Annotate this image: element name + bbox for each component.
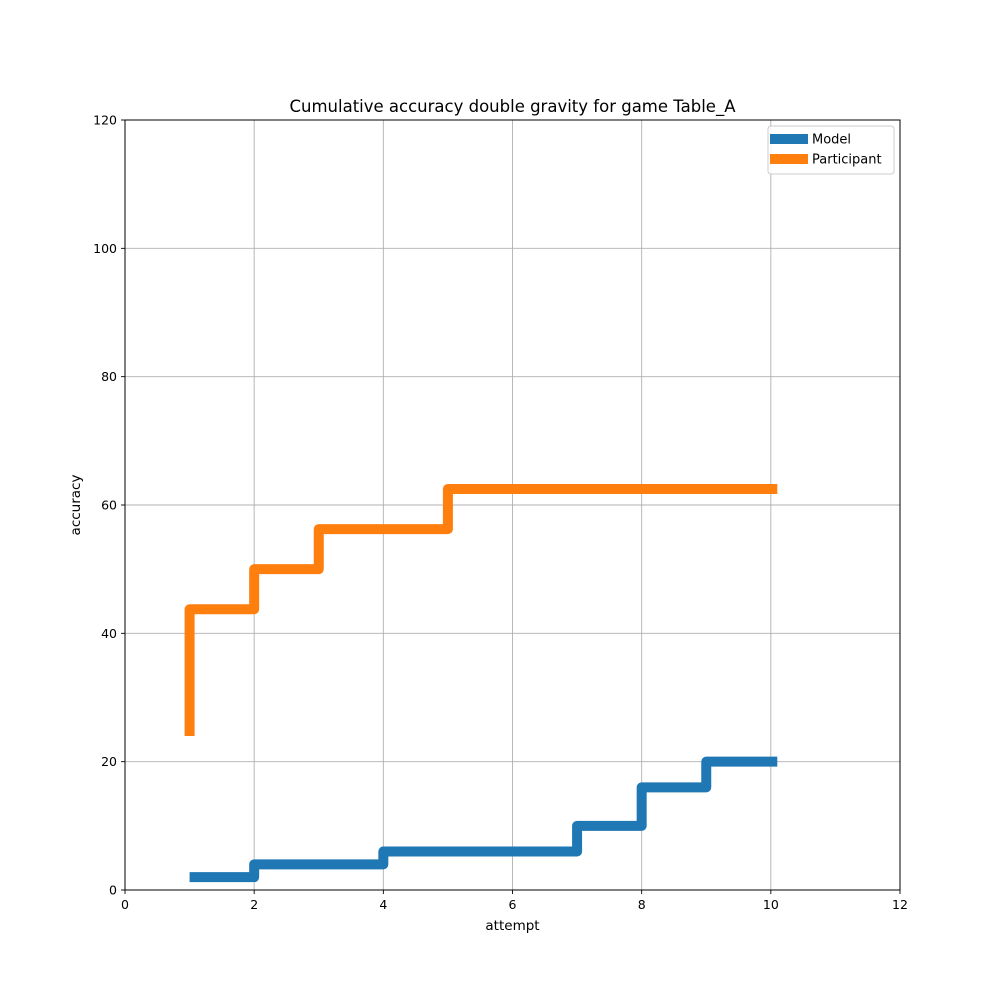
legend: Model Participant — [767, 125, 895, 175]
y-tick-label: 80 — [101, 369, 117, 384]
series-line-model — [189, 756, 778, 883]
x-tick-label: 6 — [509, 897, 517, 912]
legend-label-participant: Participant — [812, 153, 882, 168]
series-layer — [184, 483, 778, 883]
y-tick-label: 100 — [93, 241, 117, 256]
x-tick-label: 8 — [638, 897, 646, 912]
chart-title: Cumulative accuracy double gravity for g… — [290, 97, 737, 117]
y-tick-label: 0 — [109, 883, 117, 898]
y-tick-label: 40 — [101, 626, 117, 641]
x-tick-label: 2 — [250, 897, 258, 912]
y-axis-label: accuracy — [68, 475, 84, 536]
y-tick-label: 120 — [93, 113, 117, 128]
x-axis-label: attempt — [485, 918, 539, 934]
y-tick-label: 60 — [101, 498, 117, 513]
x-tick-label: 12 — [892, 897, 908, 912]
x-tick-label: 0 — [121, 897, 129, 912]
series-line-participant — [184, 483, 778, 736]
x-tick-label: 10 — [763, 897, 779, 912]
y-tick-label: 20 — [101, 754, 117, 769]
x-tick-label: 4 — [379, 897, 387, 912]
legend-label-model: Model — [812, 133, 851, 148]
